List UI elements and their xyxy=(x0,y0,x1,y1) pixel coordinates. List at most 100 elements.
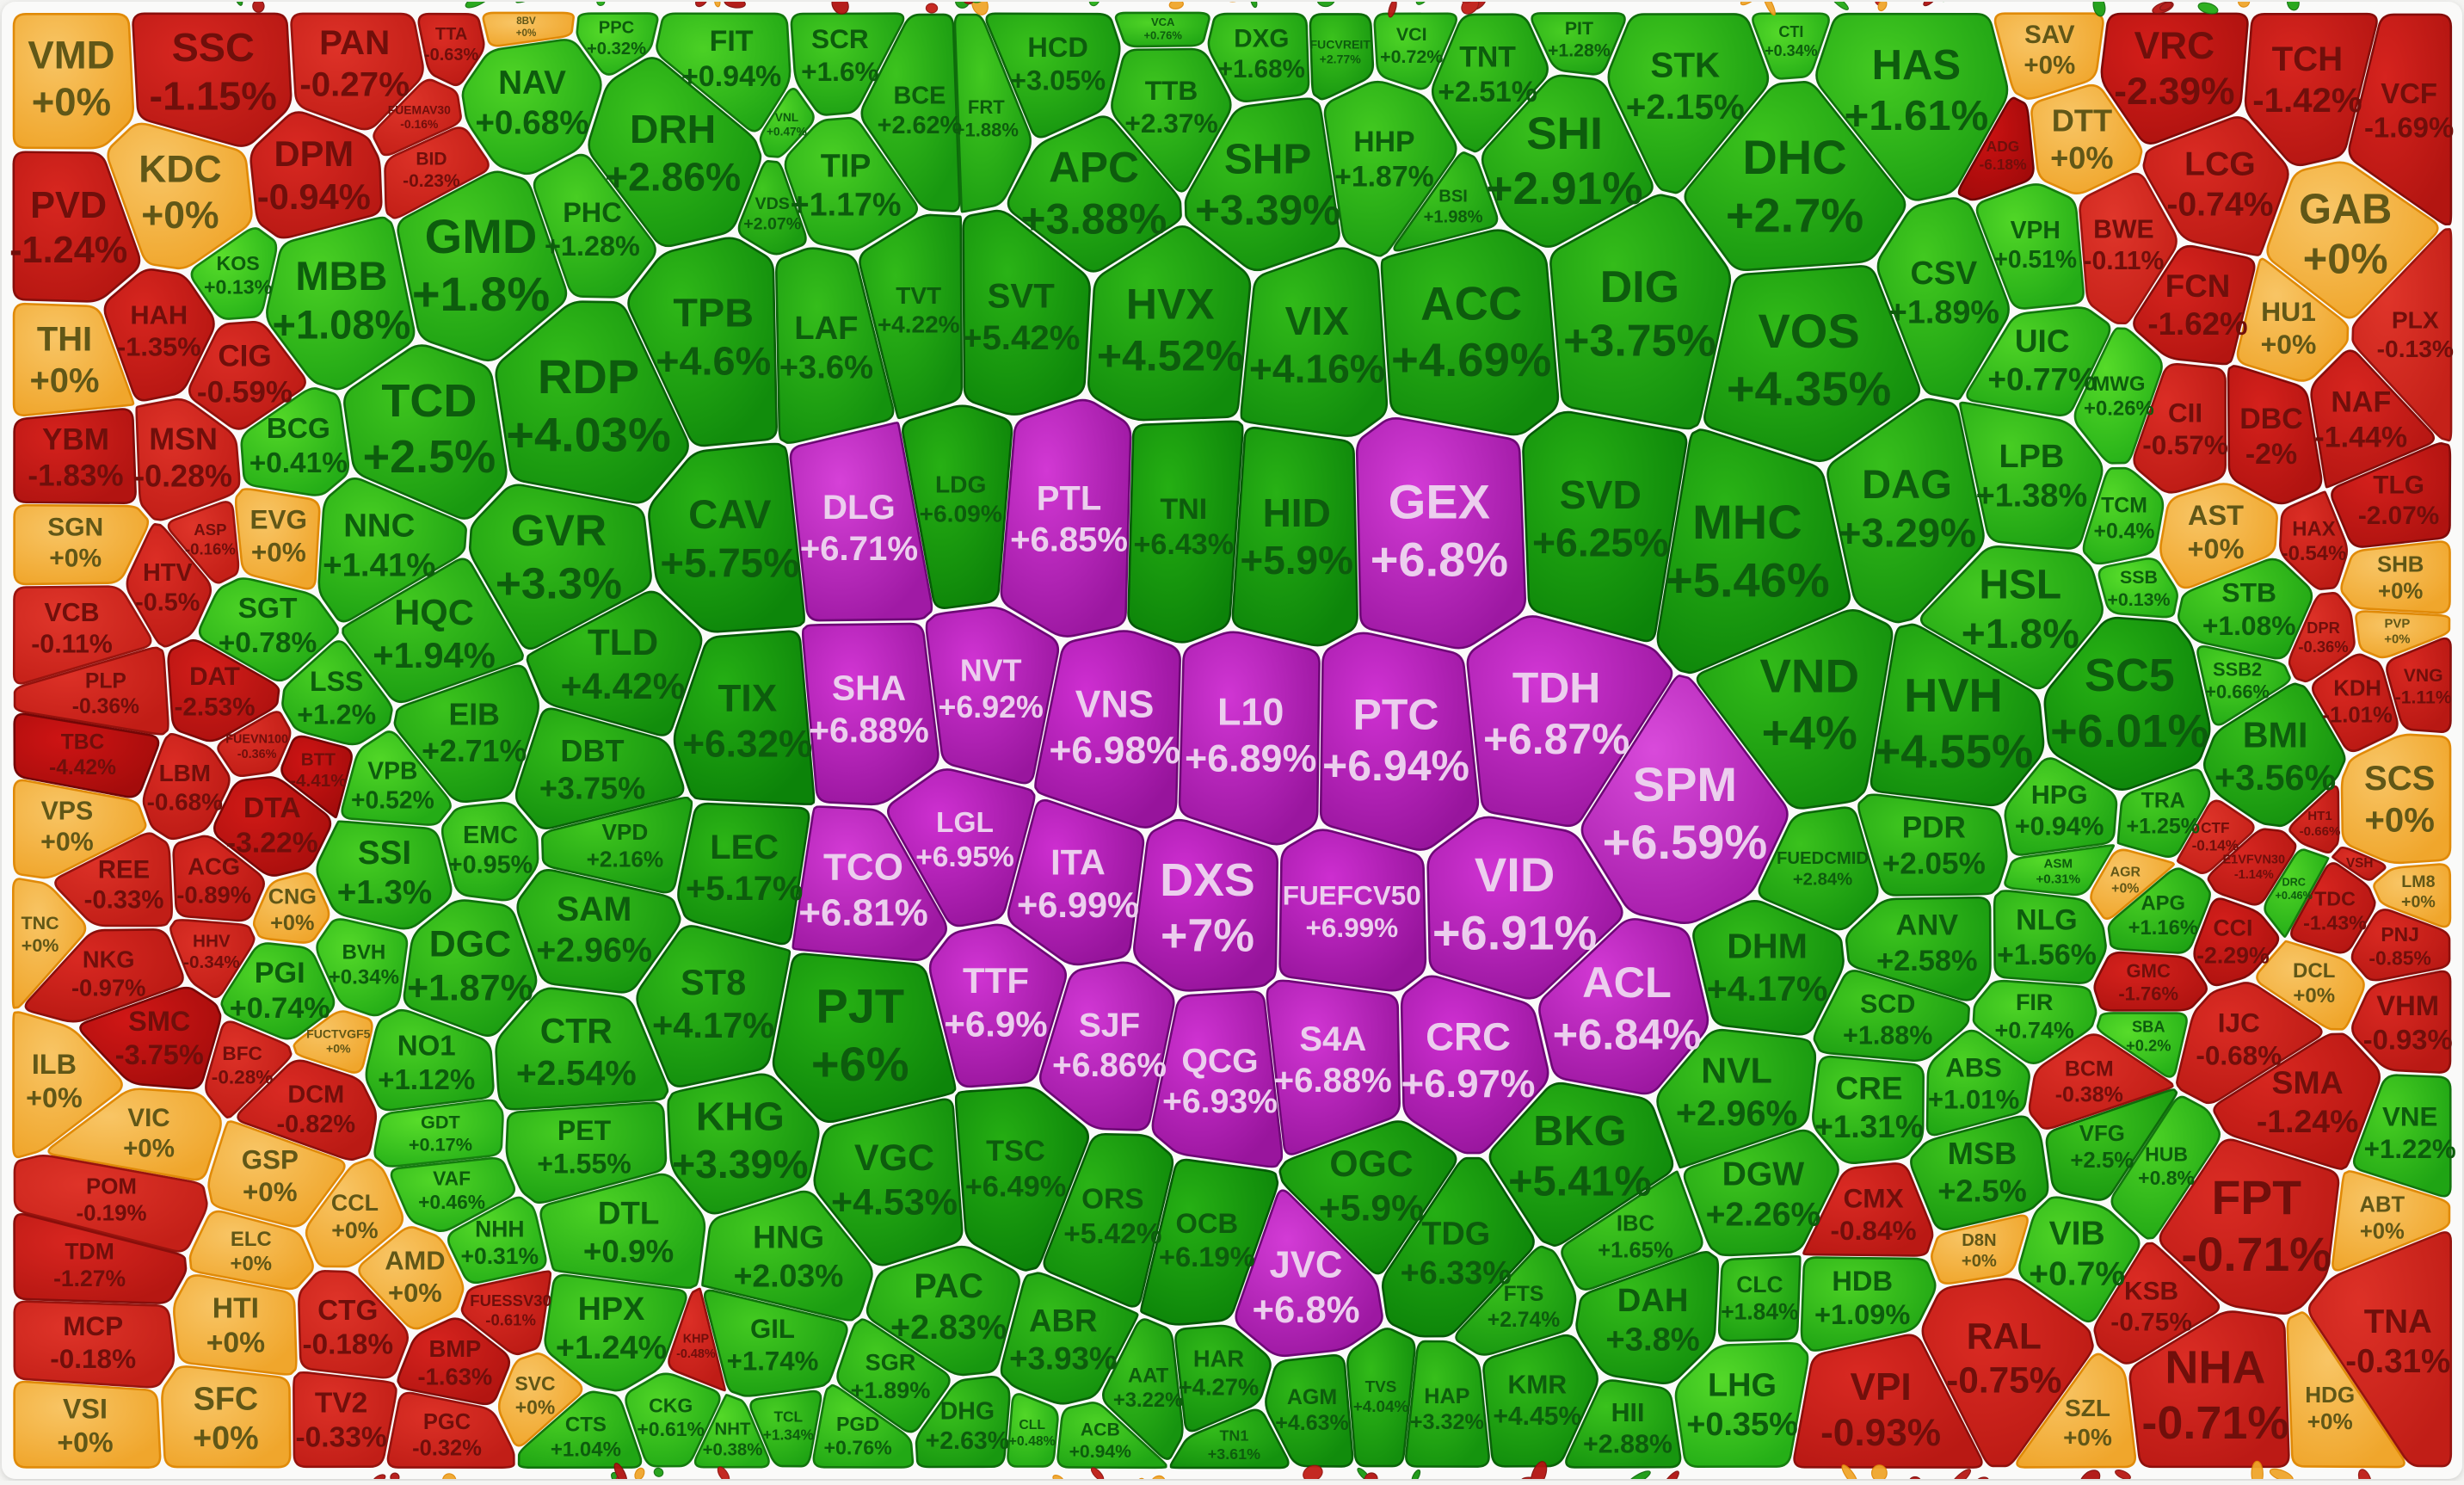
svg-text:CCI: CCI xyxy=(2213,915,2252,940)
svg-text:+0.13%: +0.13% xyxy=(2107,589,2170,610)
svg-text:TV2: TV2 xyxy=(315,1387,367,1419)
svg-text:TDH: TDH xyxy=(1512,663,1600,712)
svg-text:VNE: VNE xyxy=(2382,1102,2437,1132)
svg-text:BKG: BKG xyxy=(1533,1108,1626,1155)
svg-text:SHB: SHB xyxy=(2377,553,2424,577)
svg-text:TSC: TSC xyxy=(986,1135,1045,1168)
svg-text:DBT: DBT xyxy=(560,733,624,768)
svg-text:+2.54%: +2.54% xyxy=(516,1053,637,1093)
svg-text:ILB: ILB xyxy=(32,1049,77,1080)
svg-text:BCM: BCM xyxy=(2065,1057,2114,1081)
svg-text:GVR: GVR xyxy=(511,505,607,555)
svg-text:+3.61%: +3.61% xyxy=(1208,1445,1260,1463)
svg-text:DXG: DXG xyxy=(1234,25,1289,53)
svg-text:BMI: BMI xyxy=(2243,716,2308,755)
svg-text:TTF: TTF xyxy=(963,960,1029,1001)
svg-text:DPM: DPM xyxy=(274,133,354,174)
svg-text:TVT: TVT xyxy=(896,282,941,309)
svg-text:BID: BID xyxy=(416,150,447,169)
svg-text:+3.56%: +3.56% xyxy=(2215,758,2336,798)
svg-text:+0%: +0% xyxy=(270,911,314,935)
svg-text:-0.34%: -0.34% xyxy=(183,952,240,972)
svg-text:+1.87%: +1.87% xyxy=(1334,161,1434,194)
svg-text:+0%: +0% xyxy=(40,829,94,857)
svg-text:CRE: CRE xyxy=(1835,1070,1902,1106)
svg-text:ASP: ASP xyxy=(194,521,226,539)
svg-text:MSB: MSB xyxy=(1948,1136,2017,1171)
svg-text:CRC: CRC xyxy=(1426,1014,1511,1058)
svg-text:+0.9%: +0.9% xyxy=(583,1234,674,1269)
svg-text:NHA: NHA xyxy=(2165,1341,2265,1393)
svg-text:PVP: PVP xyxy=(2385,618,2411,632)
svg-text:-0.74%: -0.74% xyxy=(2166,186,2273,223)
svg-text:HDB: HDB xyxy=(1832,1265,1893,1297)
svg-text:TCD: TCD xyxy=(381,375,477,427)
svg-text:CMX: CMX xyxy=(1843,1182,1903,1213)
svg-text:KMR: KMR xyxy=(1508,1371,1568,1400)
svg-text:+1.16%: +1.16% xyxy=(2128,916,2198,940)
svg-text:DXS: DXS xyxy=(1160,854,1254,906)
svg-text:+0.13%: +0.13% xyxy=(204,276,272,299)
svg-text:-1.11%: -1.11% xyxy=(2395,688,2452,708)
svg-text:+2.77%: +2.77% xyxy=(1320,52,1362,65)
svg-text:LHG: LHG xyxy=(1708,1368,1777,1404)
svg-text:ASM: ASM xyxy=(2044,856,2073,871)
svg-text:VOS: VOS xyxy=(1758,304,1859,358)
svg-text:CTR: CTR xyxy=(540,1011,613,1051)
svg-text:+2.05%: +2.05% xyxy=(1882,847,1986,881)
svg-text:+4.69%: +4.69% xyxy=(1391,334,1551,386)
svg-text:ADG: ADG xyxy=(1987,138,2020,155)
svg-text:PLP: PLP xyxy=(85,669,126,693)
svg-text:-0.28%: -0.28% xyxy=(212,1066,274,1088)
svg-text:-2.29%: -2.29% xyxy=(2196,942,2270,968)
svg-text:VDS: VDS xyxy=(755,194,790,213)
svg-text:8BV: 8BV xyxy=(516,15,536,27)
svg-text:TNC: TNC xyxy=(22,913,59,934)
svg-text:+6.87%: +6.87% xyxy=(1483,715,1629,763)
svg-text:VAF: VAF xyxy=(433,1168,471,1190)
svg-text:ABR: ABR xyxy=(1029,1303,1097,1338)
svg-text:E1VFVN30: E1VFVN30 xyxy=(2223,853,2286,867)
svg-text:MWG: MWG xyxy=(2092,373,2145,396)
svg-text:VMD: VMD xyxy=(28,33,114,77)
svg-text:+0.76%: +0.76% xyxy=(1143,28,1182,41)
svg-text:+0.95%: +0.95% xyxy=(448,852,533,879)
svg-text:ACC: ACC xyxy=(1420,277,1522,330)
svg-text:+0%: +0% xyxy=(49,545,102,573)
svg-text:KSB: KSB xyxy=(2124,1278,2178,1306)
svg-text:+2.5%: +2.5% xyxy=(1937,1173,2027,1208)
svg-text:ABS: ABS xyxy=(1945,1052,2002,1082)
svg-text:+1.8%: +1.8% xyxy=(412,267,550,321)
svg-text:+2.7%: +2.7% xyxy=(1726,188,1863,242)
svg-text:DAH: DAH xyxy=(1617,1282,1689,1319)
svg-text:SMA: SMA xyxy=(2272,1064,2344,1100)
svg-text:+2.16%: +2.16% xyxy=(587,846,664,872)
svg-text:KHG: KHG xyxy=(696,1094,785,1139)
svg-text:+2.84%: +2.84% xyxy=(1793,871,1852,890)
svg-text:GIL: GIL xyxy=(750,1314,795,1344)
svg-text:+0%: +0% xyxy=(2307,1408,2353,1434)
svg-text:YBM: YBM xyxy=(42,422,109,456)
svg-text:+2.58%: +2.58% xyxy=(1876,945,1978,977)
svg-text:+2.63%: +2.63% xyxy=(926,1427,1009,1455)
svg-text:AST: AST xyxy=(2188,500,2244,531)
svg-text:PJT: PJT xyxy=(816,979,904,1033)
svg-text:VNG: VNG xyxy=(2404,666,2443,686)
svg-text:+6.25%: +6.25% xyxy=(1532,520,1669,564)
svg-text:-1.62%: -1.62% xyxy=(2147,306,2247,342)
svg-text:TNT: TNT xyxy=(1459,40,1516,73)
svg-text:FTS: FTS xyxy=(1504,1283,1544,1306)
svg-text:+2.96%: +2.96% xyxy=(1676,1094,1798,1133)
svg-text:+1.08%: +1.08% xyxy=(2202,610,2296,641)
svg-text:+3.88%: +3.88% xyxy=(1020,194,1167,243)
svg-text:HT1: HT1 xyxy=(2307,809,2332,823)
svg-text:PNJ: PNJ xyxy=(2381,923,2419,946)
svg-text:PPC: PPC xyxy=(599,19,635,38)
svg-text:+0%: +0% xyxy=(2401,892,2436,911)
svg-text:POM: POM xyxy=(86,1175,137,1199)
svg-text:HTV: HTV xyxy=(143,559,193,587)
svg-text:PVD: PVD xyxy=(30,185,107,226)
svg-text:VPS: VPS xyxy=(41,797,94,825)
svg-text:PAC: PAC xyxy=(914,1267,983,1305)
svg-text:VGC: VGC xyxy=(854,1137,934,1179)
